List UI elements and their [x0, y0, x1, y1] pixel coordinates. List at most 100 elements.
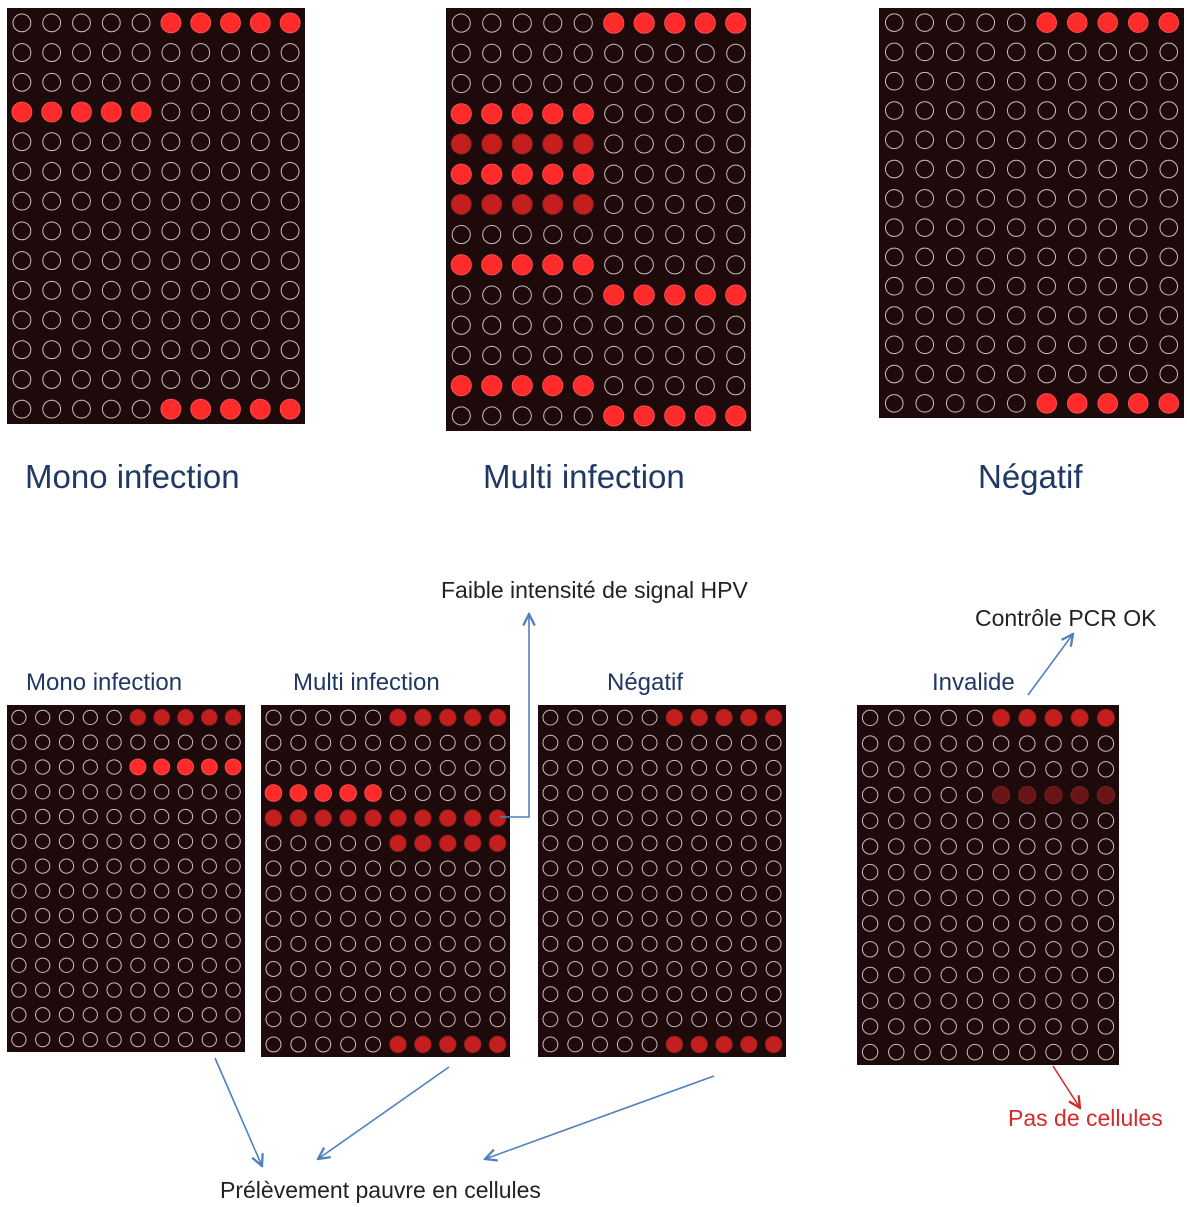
array-spot-ring — [35, 957, 51, 973]
array-spot-ring — [641, 1011, 658, 1028]
array-spot-ring — [1019, 966, 1036, 984]
array-spot-ring — [616, 835, 633, 852]
array-spot-ring — [861, 1043, 879, 1061]
array-spot-ring — [861, 786, 879, 804]
array-spot-ring — [154, 784, 170, 800]
array-spot-ring — [604, 315, 624, 335]
array-spot-positive — [572, 133, 594, 155]
array-spot-ring — [489, 759, 506, 776]
top-mono-caption: Mono infection — [25, 458, 240, 495]
array-spot-ring — [414, 885, 431, 902]
array-spot-ring — [177, 1007, 194, 1023]
array-spot-ring — [604, 164, 624, 184]
array-spot-ring — [439, 961, 456, 977]
array-spot-ring — [666, 785, 683, 801]
array-spot-positive — [740, 708, 758, 727]
array-spot-ring — [512, 315, 532, 335]
array-spot-ring — [161, 162, 181, 181]
array-spot-ring — [616, 785, 633, 801]
array-spot-ring — [1159, 189, 1179, 208]
array-spot-positive — [1067, 12, 1088, 33]
array-spot-positive — [542, 375, 564, 397]
array-spot-ring — [340, 709, 357, 726]
array-spot-ring — [161, 132, 181, 152]
array-spot-ring — [161, 221, 181, 241]
array-spot-ring — [489, 860, 506, 877]
array-spot-positive — [414, 1035, 432, 1054]
array-spot-ring — [666, 734, 683, 751]
array-spot-ring — [106, 957, 122, 973]
array-spot-positive — [450, 163, 472, 185]
array-spot-ring — [11, 1031, 27, 1048]
array-spot-positive — [690, 708, 708, 727]
array-spot-ring — [280, 280, 300, 300]
array-spot-ring — [154, 808, 170, 825]
bottom-invalide-array — [857, 705, 1119, 1065]
array-spot-ring — [12, 43, 32, 62]
array-spot-ring — [884, 42, 904, 62]
array-spot-ring — [106, 1031, 122, 1048]
array-spot-positive — [129, 708, 147, 726]
array-spot-ring — [489, 986, 506, 1003]
array-spot-positive — [438, 834, 457, 853]
array-spot-ring — [58, 1007, 75, 1023]
array-spot-ring — [1097, 1018, 1115, 1035]
array-spot-ring — [1098, 364, 1118, 384]
array-spot-ring — [72, 251, 91, 270]
array-spot-ring — [154, 833, 170, 849]
array-spot-ring — [567, 1011, 584, 1028]
array-spot-positive — [200, 708, 218, 726]
array-spot-ring — [1037, 218, 1057, 237]
array-spot-positive — [71, 101, 92, 123]
array-spot-ring — [966, 992, 984, 1009]
array-spot-ring — [945, 159, 965, 179]
array-spot-ring — [592, 734, 608, 751]
array-spot-ring — [130, 1031, 146, 1048]
array-spot-ring — [72, 191, 91, 211]
array-spot-positive — [715, 1035, 733, 1054]
array-spot-ring — [567, 1036, 584, 1053]
array-spot-ring — [58, 858, 75, 874]
array-spot-ring — [976, 71, 996, 91]
array-spot-positive — [160, 12, 182, 34]
array-spot-ring — [740, 785, 757, 801]
array-spot-ring — [992, 761, 1010, 778]
array-spot-ring — [42, 310, 62, 330]
array-spot-ring — [1006, 101, 1026, 120]
array-spot-ring — [543, 345, 563, 366]
array-spot-ring — [290, 910, 307, 927]
bottom-negatif-array — [538, 705, 786, 1057]
array-spot-ring — [1019, 915, 1036, 932]
array-spot-ring — [1045, 812, 1062, 829]
array-spot-ring — [665, 73, 685, 94]
array-spot-ring — [1128, 247, 1148, 267]
array-spot-ring — [543, 225, 563, 245]
array-spot-positive — [438, 708, 457, 727]
array-spot-ring — [716, 785, 732, 801]
array-spot-ring — [250, 310, 270, 330]
array-spot-ring — [592, 910, 608, 927]
array-spot-ring — [914, 966, 931, 984]
array-spot-ring — [191, 310, 211, 330]
array-spot-positive — [1070, 785, 1089, 805]
array-spot-positive — [11, 101, 33, 123]
array-spot-ring — [35, 883, 51, 899]
array-spot-ring — [1097, 915, 1115, 932]
array-spot-ring — [177, 833, 194, 849]
array-spot-ring — [265, 1036, 282, 1053]
array-spot-ring — [130, 808, 146, 825]
array-spot-positive — [633, 284, 655, 306]
array-spot-ring — [976, 101, 996, 120]
array-spot-ring — [489, 910, 506, 927]
array-spot-ring — [250, 251, 270, 270]
array-spot-ring — [888, 1043, 905, 1061]
array-spot-ring — [976, 394, 996, 413]
array-spot-ring — [567, 935, 584, 952]
array-spot-ring — [106, 932, 122, 949]
array-spot-ring — [691, 860, 708, 877]
array-spot-positive — [129, 758, 147, 776]
array-spot-ring — [58, 908, 75, 924]
array-spot-ring — [616, 810, 633, 827]
array-spot-ring — [389, 885, 406, 902]
array-spot-ring — [726, 225, 746, 245]
